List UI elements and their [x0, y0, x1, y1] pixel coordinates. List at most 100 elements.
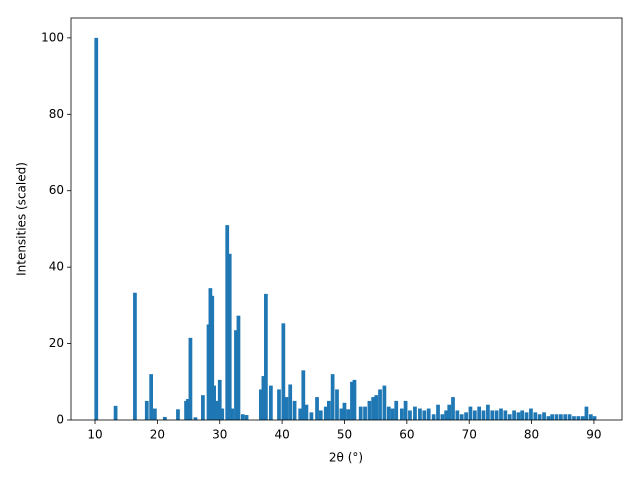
x-tick-label: 90 — [586, 428, 601, 442]
bar — [367, 400, 372, 420]
bar — [335, 389, 339, 420]
bar — [217, 379, 222, 420]
bar — [436, 404, 440, 420]
bar — [330, 374, 335, 420]
bar — [533, 412, 538, 420]
bar — [327, 400, 331, 420]
bar — [227, 253, 232, 420]
x-tick-label: 20 — [150, 428, 165, 442]
bar — [277, 389, 281, 420]
plot-frame — [70, 17, 623, 421]
bar — [572, 416, 576, 420]
y-tick-label: 0 — [56, 413, 64, 427]
bar — [507, 414, 512, 420]
bar — [386, 406, 391, 420]
bar — [318, 410, 323, 420]
bar — [447, 404, 452, 420]
bar — [144, 400, 149, 420]
bar — [559, 414, 563, 420]
bar — [269, 385, 273, 420]
bar — [524, 412, 529, 420]
x-tick-label: 80 — [524, 428, 539, 442]
bar — [418, 408, 422, 420]
bar — [550, 414, 555, 420]
bar — [363, 406, 367, 420]
bar — [546, 416, 551, 420]
bar — [499, 408, 503, 420]
bar — [301, 370, 306, 420]
bar — [592, 416, 597, 420]
bar — [346, 409, 351, 420]
x-tick-label: 70 — [462, 428, 477, 442]
bar — [94, 37, 99, 420]
x-tick-label: 40 — [274, 428, 289, 442]
bar — [113, 405, 118, 420]
y-tick-label: 20 — [49, 336, 64, 350]
y-tick-label: 60 — [49, 183, 64, 197]
bar — [304, 404, 309, 420]
bar — [408, 410, 412, 420]
bar — [210, 295, 215, 420]
bar — [284, 397, 289, 420]
bar — [542, 412, 546, 420]
bar — [220, 408, 225, 420]
bar — [529, 408, 533, 420]
bar — [208, 288, 213, 420]
bar — [259, 389, 263, 420]
bar — [186, 398, 190, 420]
bar — [512, 410, 516, 420]
bar — [358, 406, 363, 420]
x-axis-label: 2θ (°) — [329, 451, 363, 465]
y-tick-label: 100 — [41, 30, 64, 44]
bar — [323, 406, 328, 420]
bar — [371, 397, 376, 420]
bar — [481, 410, 486, 420]
bar — [378, 389, 382, 420]
bar — [212, 385, 216, 420]
bar — [494, 410, 499, 420]
bar — [451, 397, 455, 420]
bar — [234, 330, 238, 420]
bar — [133, 292, 137, 420]
bar — [472, 410, 477, 420]
bar — [584, 406, 589, 420]
bar — [503, 410, 508, 420]
bar — [193, 417, 198, 420]
bar — [149, 374, 154, 420]
bar — [455, 410, 460, 420]
bar — [292, 400, 297, 420]
bar — [214, 400, 219, 420]
bar — [264, 293, 268, 420]
bar — [176, 409, 180, 420]
bar — [281, 323, 286, 420]
bar — [236, 315, 241, 420]
bar — [374, 395, 379, 420]
bar — [490, 410, 495, 420]
bar — [464, 412, 468, 420]
bar — [394, 400, 399, 420]
bar — [382, 385, 387, 420]
bar — [225, 225, 230, 420]
bar — [390, 408, 395, 420]
x-tick-label: 60 — [399, 428, 414, 442]
bar — [288, 384, 293, 420]
bar — [444, 410, 448, 420]
bar — [399, 408, 404, 420]
y-axis-label: Intensities (scaled) — [15, 162, 29, 276]
bar — [298, 408, 303, 420]
bar — [153, 408, 157, 420]
bar — [459, 414, 464, 420]
bar — [230, 408, 235, 420]
bar — [261, 376, 266, 420]
x-tick-label: 10 — [87, 428, 102, 442]
bar — [201, 395, 205, 420]
bar — [588, 414, 593, 420]
bar — [352, 379, 357, 420]
bar — [413, 406, 417, 420]
bar — [403, 400, 408, 420]
bar — [244, 415, 249, 420]
bar — [188, 337, 193, 420]
bar — [240, 414, 245, 420]
